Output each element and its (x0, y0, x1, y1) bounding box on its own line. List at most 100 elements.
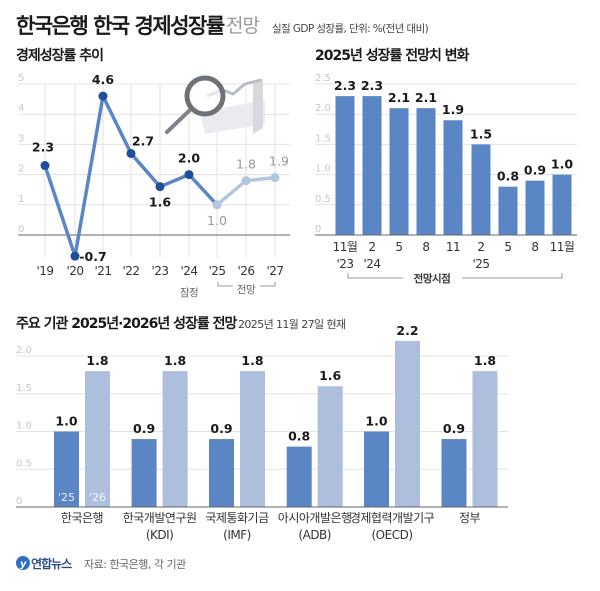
bar-25 (209, 439, 234, 507)
bar (471, 144, 491, 235)
y-tick-label: 0.5 (315, 194, 331, 205)
chart3-subtitle: 2025년 11월 27일 현재 (238, 317, 346, 331)
data-label: 2.7 (132, 133, 154, 148)
y-tick-label: 0 (18, 224, 24, 235)
bar-value-label: 0.9 (210, 421, 232, 436)
bar-25 (131, 439, 157, 507)
chart2-title: 2025년 성장률 전망치 변화 (315, 47, 470, 64)
y-tick-label: 1.0 (16, 421, 32, 432)
x-tick-label: '24 (180, 264, 197, 278)
data-point (212, 200, 222, 210)
data-point (98, 91, 108, 101)
bar (362, 96, 382, 235)
data-label: 1.6 (149, 195, 171, 210)
data-point (270, 173, 280, 183)
category-sublabel: (KDI) (146, 528, 174, 542)
bar-value-label: 1.6 (319, 368, 341, 383)
x-tick-label: 5 (504, 240, 511, 254)
x-tick-label: 2 (368, 240, 375, 254)
data-point (40, 161, 50, 171)
x-tick-label: '20 (66, 264, 83, 278)
x-tick-label: '25 (208, 264, 225, 278)
y-tick-label: 2.5 (315, 73, 331, 84)
data-label: -0.7 (79, 249, 106, 264)
svg-text:y: y (20, 559, 27, 570)
y-tick-label: 1.5 (16, 383, 32, 394)
category-label: 아시아개발은행 (278, 510, 352, 525)
bar (552, 174, 572, 235)
data-point (184, 170, 194, 180)
yonhap-logo-icon: y 연합뉴스 (16, 556, 73, 571)
page-subtitle: 실질 GDP 성장률, 단위: %(전년 대비) (272, 22, 429, 35)
bar-26 (85, 371, 110, 507)
bar-value-label: 1.8 (474, 353, 496, 368)
y-tick-label: 0 (315, 224, 321, 235)
provisional-label: 잠정 (180, 287, 198, 299)
x-tick-year-label: '24 (363, 257, 380, 271)
logo-text: 연합뉴스 (31, 556, 72, 571)
data-label: 1.8 (236, 157, 256, 172)
y-tick-label: 2 (18, 164, 24, 175)
bar-value-label: 1.8 (164, 353, 186, 368)
bar-value-label: 1.5 (470, 126, 492, 141)
bar-value-label: 1.8 (86, 353, 108, 368)
bar (416, 108, 436, 235)
y-tick-label: 0.5 (16, 458, 32, 469)
data-label: 1.0 (207, 213, 227, 228)
bar (335, 96, 355, 235)
bar-value-label: 1.8 (241, 353, 263, 368)
bar-value-label: 1.0 (55, 414, 77, 429)
x-tick-label: '21 (94, 264, 111, 278)
bar-25 (286, 446, 312, 507)
y-tick-label: 1.5 (315, 133, 331, 144)
x-tick-year-label: '23 (336, 257, 353, 271)
x-tick-label: 8 (531, 240, 538, 254)
x-tick-label: '22 (122, 264, 139, 278)
x-tick-label: '26 (237, 264, 254, 278)
bar-26 (240, 371, 265, 507)
x-tick-label: 2 (477, 240, 484, 254)
growth-trend-chart: 경제성장률 추이 0 1 2 3 4 5 2.3 '19 -0.7'20 4.6 '21 2.7 '2… (16, 47, 290, 299)
bar (525, 180, 545, 235)
x-tick-label: '23 (151, 264, 168, 278)
chart2-xlabel: 전망시점 (414, 272, 451, 285)
series-legend-label: '26 (89, 491, 106, 504)
data-label: 2.0 (178, 151, 200, 166)
category-label: 정부 (459, 511, 481, 525)
bar-value-label: 0.8 (497, 169, 519, 184)
bar-25 (441, 439, 467, 507)
x-tick-label: 11 (446, 240, 460, 254)
bar (389, 108, 409, 235)
bar-value-label: 1.9 (442, 102, 464, 117)
bar-26 (472, 371, 498, 507)
y-tick-label: 1 (18, 194, 24, 205)
category-label: 한국은행 (61, 510, 103, 525)
bar-25 (364, 431, 389, 507)
y-tick-label: 2.0 (16, 345, 32, 356)
y-tick-label: 5 (18, 73, 24, 84)
y-tick-label: 3 (18, 133, 24, 144)
bar (443, 120, 463, 235)
category-label: 한국개발연구원 (123, 511, 197, 525)
magnifier-chart-icon (165, 75, 265, 134)
bar-value-label: 2.2 (396, 323, 418, 338)
source-note: 자료: 한국은행, 각 기관 (84, 558, 186, 571)
data-label: 4.6 (92, 72, 114, 87)
institution-forecast-chart: 주요 기관 2025년·2026년 성장률 전망 2025년 11월 27일 현… (16, 315, 508, 542)
x-tick-label: 8 (422, 240, 429, 254)
data-point (241, 176, 251, 186)
bar-26 (162, 371, 188, 507)
bar-26 (395, 340, 420, 507)
category-label: 경제협력개발기구 (350, 511, 435, 525)
data-point (126, 148, 136, 158)
data-point (70, 251, 80, 261)
series-legend-label: '25 (58, 491, 75, 504)
bar-value-label: 1.0 (365, 414, 387, 429)
y-tick-label: 0 (16, 496, 22, 507)
bar-value-label: 2.1 (388, 90, 410, 105)
chart1-title: 경제성장률 추이 (16, 47, 103, 64)
x-tick-label: '19 (36, 264, 53, 278)
x-tick-label: 5 (395, 240, 402, 254)
footer: y 연합뉴스 자료: 한국은행, 각 기관 (16, 556, 187, 571)
y-tick-label: 4 (18, 103, 24, 114)
